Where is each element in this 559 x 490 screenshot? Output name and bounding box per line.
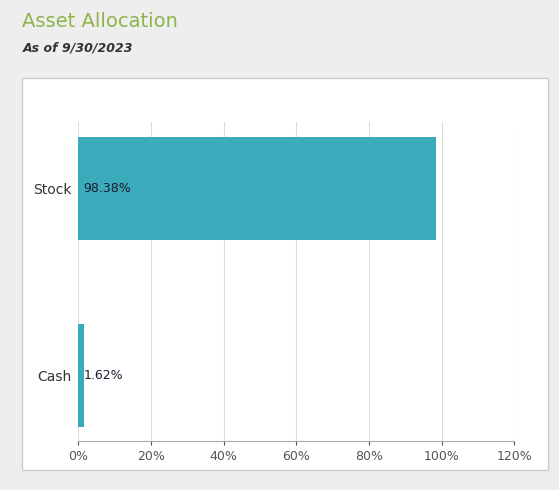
Bar bbox=[78, 137, 435, 240]
Text: 98.38%: 98.38% bbox=[84, 182, 131, 195]
Text: As of 9/30/2023: As of 9/30/2023 bbox=[22, 42, 133, 55]
Text: 1.62%: 1.62% bbox=[84, 368, 124, 382]
Bar bbox=[78, 324, 84, 426]
Text: Asset Allocation: Asset Allocation bbox=[22, 12, 178, 31]
